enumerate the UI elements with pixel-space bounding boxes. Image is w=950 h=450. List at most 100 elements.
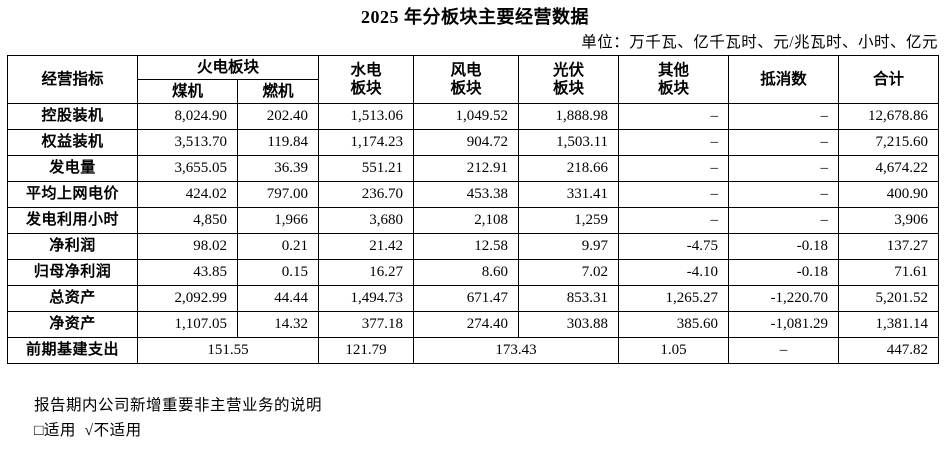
row-label: 平均上网电价	[7, 181, 138, 208]
col-header-other: 其他 板块	[618, 55, 730, 104]
cell-wind: 12.58	[413, 233, 520, 260]
cell-total: 3,906	[838, 207, 940, 234]
cell-other: 1,265.27	[618, 285, 730, 312]
cell-hydro: 1,494.73	[318, 285, 415, 312]
cell-other: 1.05	[618, 337, 730, 364]
footnote: 报告期内公司新增重要非主营业务的说明 □适用 √不适用	[34, 393, 322, 443]
cell-gas: 1,966	[236, 207, 320, 234]
cell-other: -4.10	[618, 259, 730, 286]
cell-solar: 7.02	[518, 259, 620, 286]
cell-other: -4.75	[618, 233, 730, 260]
cell-other: –	[618, 207, 730, 234]
cell-gas: 44.44	[236, 285, 320, 312]
table-row-net-assets: 净资产 1,107.05 14.32 377.18 274.40 303.88 …	[7, 311, 940, 338]
cell-coal: 3,513.70	[137, 129, 238, 156]
row-label: 权益装机	[7, 129, 138, 156]
cell-coal: 2,092.99	[137, 285, 238, 312]
col-header-wind: 风电 板块	[413, 55, 520, 104]
cell-solar: 331.41	[518, 181, 620, 208]
cell-wind: 212.91	[413, 155, 520, 182]
cell-coal: 1,107.05	[137, 311, 238, 338]
cell-elimination: –	[728, 129, 840, 156]
cell-gas: 797.00	[236, 181, 320, 208]
cell-coal: 424.02	[137, 181, 238, 208]
cell-elimination: -0.18	[728, 233, 840, 260]
cell-other: –	[618, 181, 730, 208]
table-row-total-assets: 总资产 2,092.99 44.44 1,494.73 671.47 853.3…	[7, 285, 940, 312]
cell-thermal-total: 151.55	[136, 337, 320, 364]
cell-hydro: 3,680	[318, 207, 415, 234]
col-header-total: 合计	[838, 55, 940, 104]
cell-total: 137.27	[838, 233, 940, 260]
table-row-attributable-net-profit: 归母净利润 43.85 0.15 16.27 8.60 7.02 -4.10 -…	[7, 259, 940, 286]
cell-coal: 8,024.90	[137, 103, 238, 130]
cell-wind-solar-total: 173.43	[413, 337, 620, 364]
page-title: 2025 年分板块主要经营数据	[361, 7, 589, 27]
cell-solar: 1,888.98	[518, 103, 620, 130]
cell-solar: 303.88	[518, 311, 620, 338]
cell-hydro: 377.18	[318, 311, 415, 338]
cell-coal: 98.02	[137, 233, 238, 260]
cell-gas: 14.32	[236, 311, 320, 338]
col-header-gas: 燃机	[236, 79, 320, 104]
cell-hydro: 236.70	[318, 181, 415, 208]
cell-elimination: –	[728, 103, 840, 130]
cell-solar: 9.97	[518, 233, 620, 260]
cell-wind: 1,049.52	[413, 103, 520, 130]
cell-coal: 43.85	[137, 259, 238, 286]
cell-gas: 36.39	[236, 155, 320, 182]
cell-elimination: -1,220.70	[728, 285, 840, 312]
cell-elimination: -1,081.29	[728, 311, 840, 338]
row-label: 净利润	[7, 233, 138, 260]
header-row-1: 经营指标 火电板块 水电 板块 风电 板块 光伏 板块 其他 板块 抵消数 合计	[7, 55, 940, 104]
row-label: 总资产	[7, 285, 138, 312]
cell-gas: 0.15	[236, 259, 320, 286]
units-note: 单位：万千瓦、亿千瓦时、元/兆瓦时、小时、亿元	[581, 34, 938, 51]
table-row-prior-capex: 前期基建支出 151.55 121.79 173.43 1.05 – 447.8…	[7, 337, 940, 364]
row-label: 发电利用小时	[7, 207, 138, 234]
table-row-equity-capacity: 权益装机 3,513.70 119.84 1,174.23 904.72 1,5…	[7, 129, 940, 156]
cell-hydro: 16.27	[318, 259, 415, 286]
cell-solar: 1,503.11	[518, 129, 620, 156]
cell-elimination: –	[728, 207, 840, 234]
cell-total: 12,678.86	[838, 103, 940, 130]
col-header-hydro: 水电 板块	[318, 55, 415, 104]
col-header-solar: 光伏 板块	[518, 55, 620, 104]
cell-wind: 904.72	[413, 129, 520, 156]
cell-total: 71.61	[838, 259, 940, 286]
cell-elimination: -0.18	[728, 259, 840, 286]
cell-hydro: 1,513.06	[318, 103, 415, 130]
cell-hydro: 1,174.23	[318, 129, 415, 156]
applicability-options: □适用 √不适用	[34, 422, 142, 439]
cell-total: 5,201.52	[838, 285, 940, 312]
table-row-net-profit: 净利润 98.02 0.21 21.42 12.58 9.97 -4.75 -0…	[7, 233, 940, 260]
cell-elimination: –	[728, 181, 840, 208]
cell-coal: 3,655.05	[137, 155, 238, 182]
cell-solar: 853.31	[518, 285, 620, 312]
col-header-elimination: 抵消数	[728, 55, 840, 104]
header-row-2: 煤机 燃机	[8, 79, 939, 104]
table-row-utilization-hours: 发电利用小时 4,850 1,966 3,680 2,108 1,259 – –…	[7, 207, 940, 234]
cell-total: 400.90	[838, 181, 940, 208]
cell-wind: 671.47	[413, 285, 520, 312]
cell-other: –	[618, 129, 730, 156]
cell-solar: 218.66	[518, 155, 620, 182]
row-label: 净资产	[7, 311, 138, 338]
cell-hydro: 121.79	[318, 337, 415, 364]
cell-wind: 8.60	[413, 259, 520, 286]
cell-wind: 2,108	[413, 207, 520, 234]
row-label: 前期基建支出	[7, 337, 138, 364]
table-row-avg-tariff: 平均上网电价 424.02 797.00 236.70 453.38 331.4…	[7, 181, 940, 208]
col-header-indicator: 经营指标	[7, 55, 138, 104]
cell-total: 4,674.22	[838, 155, 940, 182]
operating-data-table: 经营指标 火电板块 水电 板块 风电 板块 光伏 板块 其他 板块 抵消数 合计…	[7, 55, 940, 364]
cell-gas: 119.84	[236, 129, 320, 156]
row-label: 归母净利润	[7, 259, 138, 286]
row-label: 发电量	[7, 155, 138, 182]
table-row-installed-capacity: 控股装机 8,024.90 202.40 1,513.06 1,049.52 1…	[7, 103, 940, 130]
cell-total: 1,381.14	[838, 311, 940, 338]
cell-gas: 0.21	[236, 233, 320, 260]
cell-solar: 1,259	[518, 207, 620, 234]
cell-hydro: 551.21	[318, 155, 415, 182]
